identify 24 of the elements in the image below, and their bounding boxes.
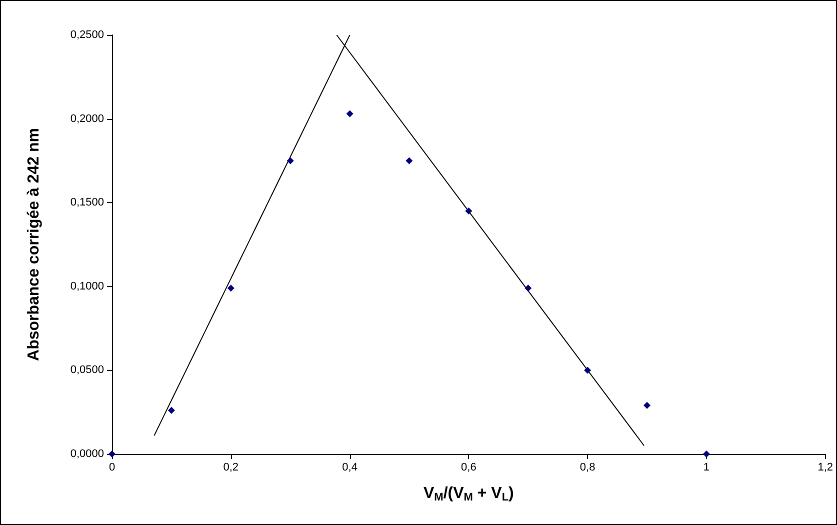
x-tick-label: 1,2 <box>818 462 834 474</box>
point <box>168 406 175 414</box>
y-tick-label: 0,2500 <box>70 29 104 41</box>
x-tick-label: 0,8 <box>580 462 596 474</box>
x-tick-label: 0 <box>108 462 116 474</box>
point <box>227 284 234 292</box>
point <box>346 110 354 118</box>
y-tick-label: 0,0500 <box>70 364 104 376</box>
x-tick-label: 1 <box>703 462 710 474</box>
point <box>406 157 413 164</box>
point <box>465 207 472 214</box>
y-tick-label: 0,2000 <box>70 112 104 125</box>
x-tick-label: 0,2 <box>223 462 239 474</box>
point <box>584 366 592 374</box>
y-tick-label: 0,1000 <box>70 280 104 292</box>
point <box>524 284 532 292</box>
y-axis-title: Absorbance corrigée à 242 nm <box>26 128 42 361</box>
y-tick-label: 0,1500 <box>70 196 104 209</box>
point <box>702 450 710 458</box>
point <box>644 402 651 409</box>
x-tick-label: 0,6 <box>461 462 476 474</box>
point <box>286 157 294 164</box>
y-tick-label: 0,0000 <box>70 448 104 460</box>
x-tick-label: 0,4 <box>342 462 358 474</box>
